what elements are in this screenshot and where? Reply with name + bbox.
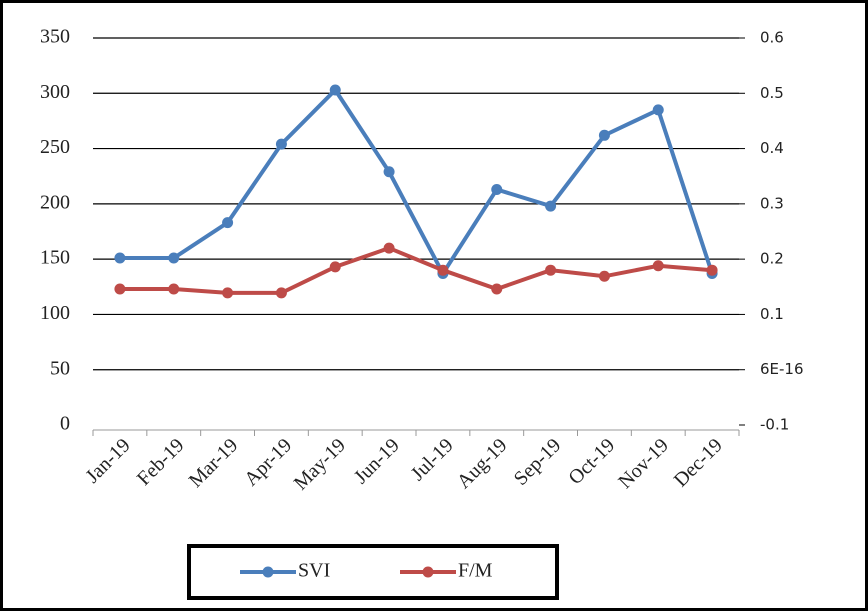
point xyxy=(706,264,718,276)
y-tick-label: 200 xyxy=(40,191,70,213)
y-tick-label: 50 xyxy=(50,357,70,379)
point xyxy=(598,129,610,141)
point xyxy=(168,283,180,295)
point xyxy=(168,252,180,264)
y-tick-label: 300 xyxy=(40,81,70,103)
point xyxy=(652,260,664,272)
point xyxy=(491,283,503,295)
point xyxy=(652,104,664,116)
y2-tick-label: 0.2 xyxy=(760,250,784,268)
point xyxy=(222,217,234,229)
y-tick-label: 250 xyxy=(40,136,70,158)
legend-marker xyxy=(422,566,434,578)
point xyxy=(329,84,341,96)
series-line xyxy=(119,86,714,278)
point xyxy=(437,264,449,276)
legend-label: SVI xyxy=(298,560,330,582)
point xyxy=(329,261,341,273)
point xyxy=(114,252,126,264)
y2-tick-label: 0.1 xyxy=(760,305,784,323)
legend-label: F/M xyxy=(458,560,493,582)
y2-tick-label: 0.4 xyxy=(760,139,784,157)
y2-tick-label: -0.1 xyxy=(760,416,789,434)
point xyxy=(275,287,287,299)
y-tick-label: 150 xyxy=(40,247,70,269)
y-tick-label: 0 xyxy=(60,413,70,435)
point xyxy=(222,287,234,299)
point xyxy=(491,183,503,195)
y-tick-label: 100 xyxy=(40,302,70,324)
y2-tick-label: 0.6 xyxy=(760,29,784,47)
point xyxy=(275,138,287,150)
y2-tick-label: 0.5 xyxy=(760,84,784,102)
point xyxy=(383,242,395,254)
point xyxy=(383,166,395,178)
y2-tick-label: 6E-16 xyxy=(760,360,804,378)
series-line xyxy=(119,245,713,295)
y-tick-label: 350 xyxy=(40,26,70,48)
point xyxy=(114,283,126,295)
y2-tick-label: 0.3 xyxy=(760,194,784,212)
point xyxy=(545,264,557,276)
legend-marker xyxy=(262,566,274,578)
point xyxy=(598,270,610,282)
point xyxy=(545,200,557,212)
